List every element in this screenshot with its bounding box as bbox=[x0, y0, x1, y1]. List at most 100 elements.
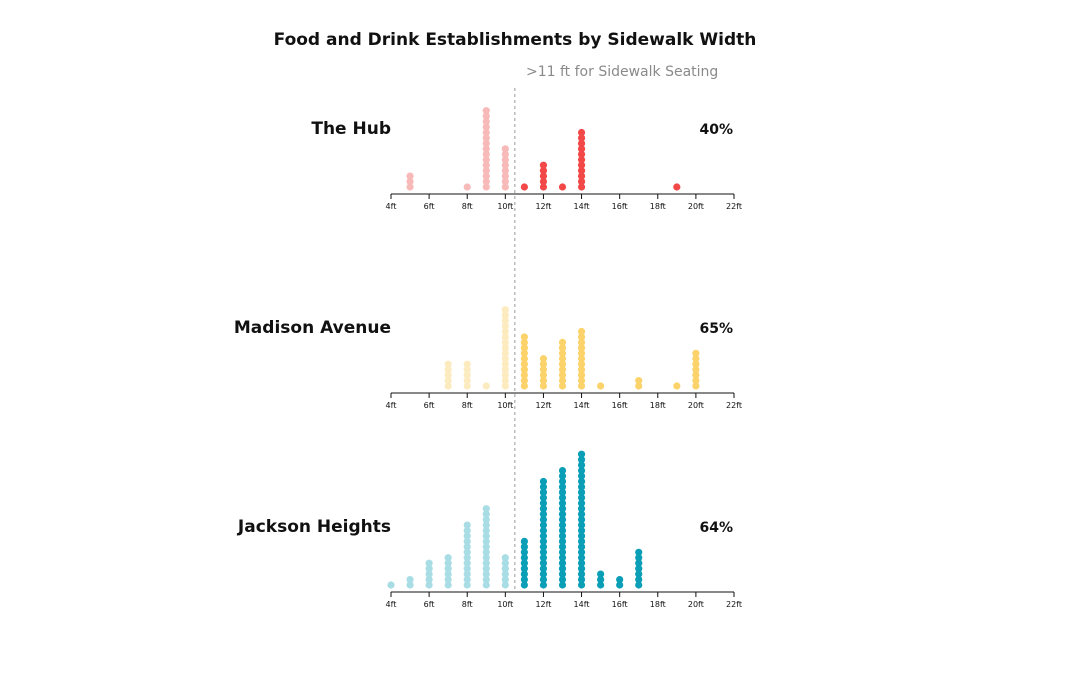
x-tick-label-madison-avenue: 4ft bbox=[386, 401, 397, 410]
dot-jackson-heights bbox=[482, 581, 490, 589]
dot-madison-avenue bbox=[501, 322, 509, 330]
dot-jackson-heights bbox=[597, 575, 605, 584]
dot-jackson-heights bbox=[539, 516, 548, 524]
dot-jackson-heights bbox=[635, 575, 643, 584]
dot-jackson-heights bbox=[539, 559, 548, 567]
dot-jackson-heights bbox=[463, 526, 471, 535]
dot-madison-avenue bbox=[501, 366, 509, 374]
dot-jackson-heights bbox=[406, 581, 414, 589]
x-tick-label-jackson-heights: 16ft bbox=[612, 600, 628, 609]
dot-madison-avenue bbox=[501, 306, 509, 314]
panel-title-the-hub: The Hub bbox=[311, 119, 391, 139]
dot-jackson-heights bbox=[482, 537, 490, 546]
dot-jackson-heights bbox=[520, 581, 528, 589]
dot-madison-avenue bbox=[692, 371, 700, 379]
x-tick-label-the-hub: 18ft bbox=[650, 202, 666, 211]
dot-jackson-heights bbox=[463, 537, 471, 546]
dot-jackson-heights bbox=[482, 554, 490, 562]
x-tick-label-the-hub: 8ft bbox=[462, 202, 473, 211]
chart-title: Food and Drink Establishments by Sidewal… bbox=[274, 30, 757, 50]
dot-madison-avenue bbox=[692, 349, 700, 357]
dot-jackson-heights bbox=[539, 488, 548, 496]
dot-jackson-heights bbox=[558, 537, 567, 546]
dot-jackson-heights bbox=[444, 554, 452, 562]
dot-the-hub bbox=[482, 150, 490, 158]
dot-jackson-heights bbox=[539, 532, 548, 540]
dot-the-hub bbox=[501, 150, 509, 158]
dot-the-hub bbox=[539, 172, 548, 180]
dot-madison-avenue bbox=[539, 371, 548, 379]
x-tick-label-jackson-heights: 4ft bbox=[386, 600, 397, 609]
dot-jackson-heights bbox=[558, 483, 567, 491]
x-tick-label-jackson-heights: 14ft bbox=[574, 600, 590, 609]
dot-jackson-heights bbox=[463, 548, 471, 556]
dot-jackson-heights bbox=[539, 483, 548, 491]
dot-jackson-heights bbox=[558, 505, 567, 513]
dot-the-hub bbox=[558, 183, 567, 191]
dot-the-hub bbox=[539, 161, 548, 169]
dot-jackson-heights bbox=[616, 581, 624, 589]
dot-madison-avenue bbox=[597, 382, 605, 390]
dot-jackson-heights bbox=[577, 559, 586, 567]
dot-the-hub bbox=[482, 134, 490, 142]
dot-madison-avenue bbox=[558, 366, 567, 374]
dot-madison-avenue bbox=[501, 327, 509, 336]
dot-madison-avenue bbox=[577, 355, 586, 363]
dot-madison-avenue bbox=[558, 349, 567, 357]
x-tick-label-madison-avenue: 12ft bbox=[535, 401, 551, 410]
dot-madison-avenue bbox=[558, 355, 567, 363]
dot-jackson-heights bbox=[463, 565, 471, 573]
dot-jackson-heights bbox=[520, 537, 528, 546]
dot-madison-avenue bbox=[692, 366, 700, 374]
dot-madison-avenue bbox=[520, 344, 528, 352]
x-tick-label-the-hub: 14ft bbox=[574, 202, 590, 211]
dot-jackson-heights bbox=[558, 494, 567, 502]
dot-the-hub bbox=[482, 183, 490, 191]
x-tick-label-the-hub: 6ft bbox=[424, 202, 435, 211]
dot-jackson-heights bbox=[577, 461, 586, 469]
dot-jackson-heights bbox=[425, 559, 433, 567]
dot-madison-avenue bbox=[558, 360, 567, 368]
dot-madison-avenue bbox=[539, 360, 548, 368]
dot-jackson-heights bbox=[482, 570, 490, 578]
dot-madison-avenue bbox=[692, 382, 700, 390]
dot-jackson-heights bbox=[520, 548, 528, 556]
dot-the-hub bbox=[501, 172, 509, 180]
dot-the-hub bbox=[501, 183, 509, 191]
dot-the-hub bbox=[482, 161, 490, 169]
dot-the-hub bbox=[482, 107, 490, 115]
dot-jackson-heights bbox=[539, 543, 548, 551]
dot-jackson-heights bbox=[558, 548, 567, 556]
dot-jackson-heights bbox=[539, 477, 548, 486]
dot-madison-avenue bbox=[501, 360, 509, 368]
dot-madison-avenue bbox=[577, 338, 586, 346]
dot-jackson-heights bbox=[577, 543, 586, 551]
x-tick-label-the-hub: 16ft bbox=[612, 202, 628, 211]
x-tick-label-madison-avenue: 20ft bbox=[688, 401, 704, 410]
dot-jackson-heights bbox=[577, 521, 586, 529]
dot-madison-avenue bbox=[577, 344, 586, 352]
dot-madison-avenue bbox=[501, 311, 509, 319]
dot-the-hub bbox=[501, 145, 509, 153]
dot-madison-avenue bbox=[673, 382, 681, 390]
dot-jackson-heights bbox=[577, 581, 586, 589]
dot-the-hub bbox=[482, 112, 490, 120]
dot-madison-avenue bbox=[444, 376, 452, 385]
dot-jackson-heights bbox=[597, 581, 605, 589]
dot-madison-avenue bbox=[501, 333, 509, 341]
dot-the-hub bbox=[482, 118, 490, 126]
x-tick-label-jackson-heights: 18ft bbox=[650, 600, 666, 609]
dot-jackson-heights bbox=[558, 516, 567, 524]
dot-madison-avenue bbox=[520, 349, 528, 357]
dot-madison-avenue bbox=[577, 327, 586, 336]
dot-jackson-heights bbox=[482, 532, 490, 540]
dot-jackson-heights bbox=[539, 537, 548, 546]
dot-jackson-heights bbox=[520, 554, 528, 562]
dot-jackson-heights bbox=[539, 548, 548, 556]
dot-jackson-heights bbox=[558, 570, 567, 578]
dot-madison-avenue bbox=[539, 355, 548, 363]
dot-jackson-heights bbox=[463, 570, 471, 578]
dot-jackson-heights bbox=[558, 521, 567, 529]
panel-madison-avenue: 4ft 6ft 8ft 10ft 12ft 14ft 16ft 18ft 20ft 22ft Mad… bbox=[234, 306, 742, 410]
